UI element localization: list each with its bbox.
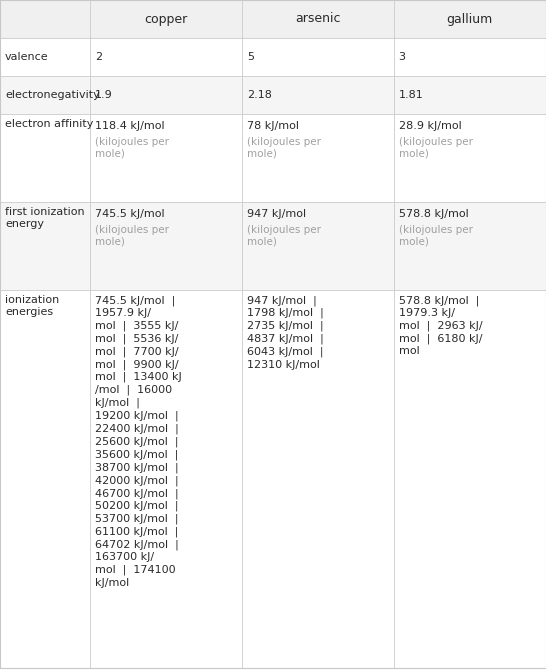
Bar — [394, 76, 546, 114]
Bar — [90, 290, 242, 668]
Text: electron affinity: electron affinity — [5, 119, 93, 129]
Bar — [0, 114, 90, 202]
Text: 1.81: 1.81 — [399, 90, 423, 100]
Text: 1.9: 1.9 — [95, 90, 113, 100]
Bar — [90, 38, 242, 76]
Bar — [0, 202, 90, 290]
Text: (kilojoules per
mole): (kilojoules per mole) — [399, 137, 473, 159]
Text: 745.5 kJ/mol: 745.5 kJ/mol — [95, 209, 165, 219]
Bar — [394, 114, 546, 202]
Text: (kilojoules per
mole): (kilojoules per mole) — [95, 137, 169, 159]
Text: (kilojoules per
mole): (kilojoules per mole) — [247, 225, 321, 247]
Text: 118.4 kJ/mol: 118.4 kJ/mol — [95, 121, 165, 131]
Bar — [242, 114, 394, 202]
Bar — [0, 0, 90, 38]
Text: arsenic: arsenic — [295, 13, 341, 25]
Text: electronegativity: electronegativity — [5, 90, 100, 100]
Bar — [0, 76, 90, 114]
Bar — [0, 290, 90, 668]
Bar — [394, 38, 546, 76]
Bar — [242, 290, 394, 668]
Text: 578.8 kJ/mol: 578.8 kJ/mol — [399, 209, 468, 219]
Text: gallium: gallium — [447, 13, 493, 25]
Text: (kilojoules per
mole): (kilojoules per mole) — [95, 225, 169, 247]
Text: 745.5 kJ/mol  |
1957.9 kJ/
mol  |  3555 kJ/
mol  |  5536 kJ/
mol  |  7700 kJ/
mo: 745.5 kJ/mol | 1957.9 kJ/ mol | 3555 kJ/… — [95, 295, 182, 588]
Bar — [0, 38, 90, 76]
Bar — [394, 290, 546, 668]
Text: 947 kJ/mol: 947 kJ/mol — [247, 209, 306, 219]
Text: (kilojoules per
mole): (kilojoules per mole) — [399, 225, 473, 247]
Text: 947 kJ/mol  |
1798 kJ/mol  |
2735 kJ/mol  |
4837 kJ/mol  |
6043 kJ/mol  |
12310 : 947 kJ/mol | 1798 kJ/mol | 2735 kJ/mol |… — [247, 295, 324, 369]
Text: first ionization
energy: first ionization energy — [5, 207, 85, 228]
Bar — [242, 0, 394, 38]
Text: 3: 3 — [399, 52, 406, 62]
Text: 28.9 kJ/mol: 28.9 kJ/mol — [399, 121, 461, 131]
Bar — [242, 76, 394, 114]
Bar — [90, 114, 242, 202]
Text: 78 kJ/mol: 78 kJ/mol — [247, 121, 299, 131]
Bar — [242, 38, 394, 76]
Text: 2.18: 2.18 — [247, 90, 272, 100]
Bar — [90, 0, 242, 38]
Text: valence: valence — [5, 52, 49, 62]
Bar — [394, 0, 546, 38]
Text: 578.8 kJ/mol  |
1979.3 kJ/
mol  |  2963 kJ/
mol  |  6180 kJ/
mol: 578.8 kJ/mol | 1979.3 kJ/ mol | 2963 kJ/… — [399, 295, 482, 356]
Bar — [90, 76, 242, 114]
Text: copper: copper — [144, 13, 188, 25]
Bar — [90, 202, 242, 290]
Text: (kilojoules per
mole): (kilojoules per mole) — [247, 137, 321, 159]
Bar — [394, 202, 546, 290]
Text: 2: 2 — [95, 52, 102, 62]
Text: 5: 5 — [247, 52, 254, 62]
Text: ionization
energies: ionization energies — [5, 295, 60, 317]
Bar — [242, 202, 394, 290]
